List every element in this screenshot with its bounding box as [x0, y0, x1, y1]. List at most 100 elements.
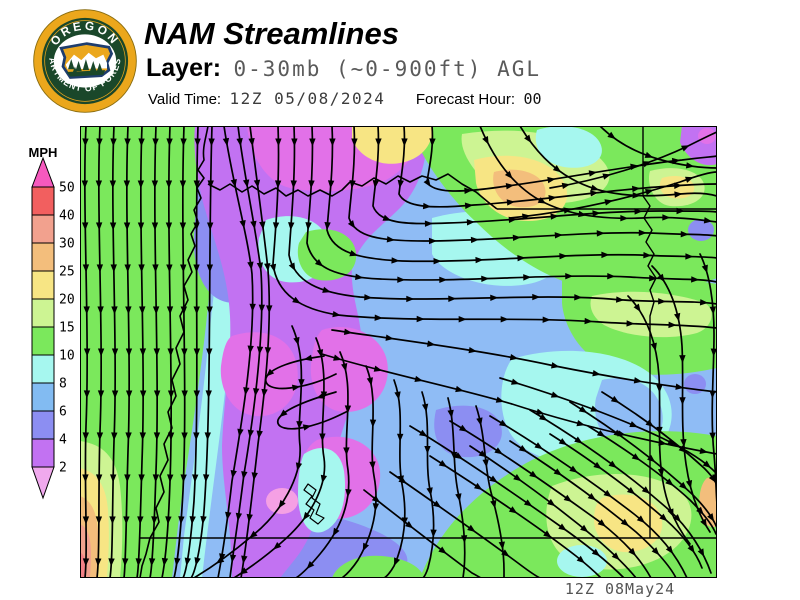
streamline-arrowhead [291, 138, 298, 147]
streamline-arrowhead [651, 547, 660, 556]
streamline-arrowhead [166, 138, 173, 147]
streamline-arrowhead [193, 348, 201, 357]
forecast-hour-label: Forecast Hour: [415, 91, 516, 108]
streamline-arrowhead [628, 547, 637, 557]
streamline-arrowhead [438, 460, 448, 468]
streamline-arrowhead [206, 222, 214, 231]
streamline-arrowhead [656, 384, 663, 393]
streamline-arrowhead [615, 296, 625, 303]
streamline-arrowhead [397, 433, 404, 442]
streamline-arrowhead [633, 303, 641, 313]
streamline-arrowhead [166, 264, 173, 273]
legend-tick-label: 6 [59, 405, 67, 420]
wind-speed-patch [493, 169, 546, 208]
streamline-arrowhead [547, 176, 556, 184]
streamline-arrowhead [588, 170, 598, 177]
legend-segment [31, 214, 55, 244]
streamline-arrowhead [430, 529, 437, 538]
streamline-arrowhead [613, 429, 622, 437]
streamline-arrowhead [193, 432, 200, 441]
streamline-arrowhead [241, 471, 248, 480]
streamline [96, 126, 103, 578]
streamline-arrowhead [95, 558, 102, 567]
streamline-arrowhead [266, 368, 275, 377]
streamline-arrowhead [629, 421, 638, 428]
streamline-arrowhead [124, 138, 131, 147]
streamline-arrowhead [372, 503, 380, 512]
streamline-arrowhead [303, 354, 313, 362]
streamline-arrowhead [180, 474, 187, 483]
streamline-arrowhead [596, 230, 605, 237]
streamline-arrowhead [550, 391, 560, 398]
streamline [529, 409, 712, 574]
streamline-arrowhead [124, 474, 131, 483]
streamline-arrowhead [165, 222, 173, 231]
streamline-arrowhead [298, 379, 305, 388]
streamline-arrowhead [111, 348, 119, 357]
streamline-arrowhead [464, 202, 474, 209]
streamline-arrowhead [590, 190, 599, 197]
streamline-arrowhead [665, 478, 674, 486]
streamline-arrowhead [230, 470, 237, 479]
streamline [426, 126, 717, 192]
streamline-arrowhead [153, 390, 161, 399]
streamline-arrowhead [374, 314, 383, 321]
logo-ground [66, 70, 106, 77]
streamline-arrowhead [643, 251, 652, 259]
streamline-arrowhead [543, 530, 552, 538]
streamline-arrowhead [401, 517, 408, 526]
streamline-arrowhead [482, 459, 489, 468]
streamline-arrowhead [696, 506, 704, 515]
streamline-arrowhead [700, 518, 707, 528]
streamline-arrowhead [657, 468, 665, 477]
streamline-arrowhead [432, 500, 442, 508]
streamline-arrowhead [450, 451, 458, 461]
streamline-arrowhead [490, 499, 497, 509]
streamline-arrowhead [428, 237, 437, 245]
streamline-arrowhead [109, 180, 117, 189]
streamline-arrowhead [343, 447, 350, 456]
streamline-arrowhead [122, 558, 129, 567]
streamline-arrowhead [372, 180, 380, 189]
streamline-arrowhead [578, 406, 588, 414]
streamline-arrowhead [455, 385, 464, 393]
streamline-arrowhead [679, 355, 686, 364]
streamline-arrowhead [250, 220, 257, 230]
streamline-arrowhead [275, 138, 282, 147]
streamline-arrowhead [607, 131, 616, 140]
streamline-arrowhead [82, 558, 90, 567]
streamline-arrowhead [620, 215, 629, 222]
streamline-arrowhead [680, 230, 689, 238]
streamline-arrowhead [590, 405, 599, 412]
geo-border [303, 483, 325, 525]
streamline-arrowhead [369, 461, 376, 470]
streamline [182, 126, 199, 578]
streamline-arrowhead [584, 317, 593, 325]
streamline [509, 171, 717, 219]
streamline-arrowhead [680, 438, 687, 448]
streamline-arrowhead [82, 264, 90, 273]
streamline-arrowhead [608, 460, 617, 468]
streamline-arrowhead [499, 419, 508, 427]
streamline-arrowhead [416, 315, 425, 323]
streamline-arrowhead [302, 511, 311, 521]
streamline [123, 126, 131, 578]
streamline-arrowhead [674, 312, 681, 322]
streamline-arrowhead [522, 213, 531, 220]
streamline-arrowhead [455, 493, 462, 502]
streamline-arrowhead [369, 419, 377, 428]
streamline-arrowhead [691, 276, 700, 283]
streamline-arrowhead [470, 236, 479, 244]
streamline-arrowhead [96, 264, 104, 273]
streamline-arrowhead [137, 222, 145, 231]
streamline-arrowhead [95, 516, 103, 525]
streamline-arrowhead [464, 187, 473, 194]
streamline-arrowhead [345, 488, 352, 498]
streamline-arrowhead [309, 138, 316, 147]
streamline-arrowhead [604, 199, 613, 206]
streamline-arrowhead [681, 145, 690, 152]
streamline-arrowhead [552, 165, 562, 173]
streamline-arrowhead [401, 138, 408, 147]
streamline-arrowhead [125, 432, 132, 441]
streamline-arrowhead [110, 474, 117, 483]
